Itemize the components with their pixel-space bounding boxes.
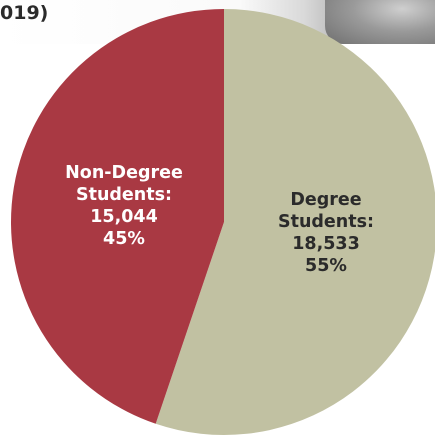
slice-value-label-non-degree: 15,044 [90,207,158,227]
slice-value-label-degree: 18,533 [292,234,360,254]
slice-label-line1-degree: Degree [290,190,361,210]
slice-label-line2-degree: Students: [278,212,374,232]
slice-percent-label-non-degree: 45% [103,229,145,249]
pie-slices [11,9,435,435]
slice-percent-label-degree: 55% [305,256,347,276]
header-photo [325,0,435,44]
slice-label-line1-non-degree: Non-Degree [65,163,183,183]
chart-title-fragment: 019) [0,2,49,24]
slice-label-line2-non-degree: Students: [76,185,172,205]
pie-slice-degree-students [155,9,435,435]
pie-slice-non-degree-students [11,9,225,424]
pie-labels: DegreeStudents:18,53355%Non-DegreeStuden… [65,163,374,276]
